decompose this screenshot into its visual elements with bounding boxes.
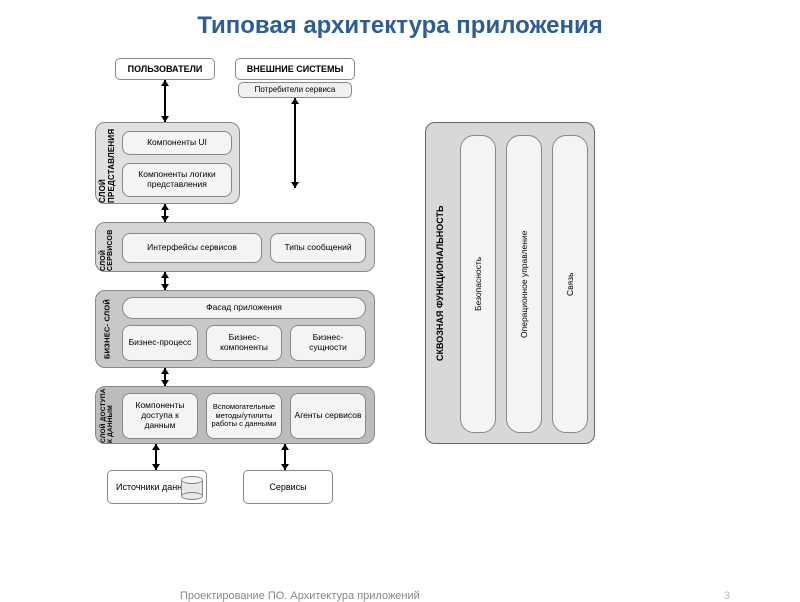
arrow-head (281, 444, 289, 450)
facade-box: Фасад приложения (122, 297, 366, 319)
component-box: Компоненты логики представления (122, 163, 232, 197)
footer-text: Проектирование ПО. Архитектура приложени… (180, 590, 420, 602)
architecture-diagram: ПОЛЬЗОВАТЕЛИ ВНЕШНИЕ СИСТЕМЫ Потребители… (95, 58, 735, 558)
services-layer: СЛОЙ СЕРВИСОВ Интерфейсы сервисов Типы с… (95, 222, 375, 272)
component-box: Бизнес-процесс (122, 325, 198, 361)
component-box: Типы сообщений (270, 233, 366, 263)
component-box: Бизнес-сущности (290, 325, 366, 361)
services-box: Сервисы (243, 470, 333, 504)
cross-cutting-panel: СКВОЗНАЯ ФУНКЦИОНАЛЬНОСТЬ Безопасность О… (425, 122, 595, 444)
arrow (294, 98, 296, 188)
database-icon (181, 476, 203, 500)
arrow-head (161, 368, 169, 374)
cross-pill: Связь (552, 135, 588, 433)
arrow-head (291, 98, 299, 104)
external-systems-box: ВНЕШНИЕ СИСТЕМЫ (235, 58, 355, 80)
data-access-layer: СЛОЙ ДОСТУПА К ДАННЫМ Компоненты доступа… (95, 386, 375, 444)
component-box: Бизнес-компоненты (206, 325, 282, 361)
arrow-head (291, 182, 299, 188)
component-box: Компоненты доступа к данным (122, 393, 198, 439)
page-title: Типовая архитектура приложения (0, 0, 800, 40)
arrow-head (161, 272, 169, 278)
layer-label: СЛОЙ СЕРВИСОВ (99, 223, 115, 271)
layer-label: СЛОЙ ДОСТУПА К ДАННЫМ (99, 387, 115, 443)
users-box: ПОЛЬЗОВАТЕЛИ (115, 58, 215, 80)
cross-pill: Операционное управление (506, 135, 542, 433)
cross-pill: Безопасность (460, 135, 496, 433)
component-box: Интерфейсы сервисов (122, 233, 262, 263)
arrow-head (161, 204, 169, 210)
layer-label: СЛОЙ ПРЕДСТАВЛЕНИЯ (99, 123, 115, 203)
component-box: Вспомогательные методы/утилиты работы с … (206, 393, 282, 439)
consumers-box: Потребители сервиса (238, 82, 352, 98)
presentation-layer: СЛОЙ ПРЕДСТАВЛЕНИЯ Компоненты UI Компоне… (95, 122, 240, 204)
arrow-head (161, 80, 169, 86)
page-number: 3 (724, 590, 730, 602)
component-box: Компоненты UI (122, 131, 232, 155)
arrow-head (152, 444, 160, 450)
cross-cutting-label: СКВОЗНАЯ ФУНКЦИОНАЛЬНОСТЬ (430, 123, 450, 443)
component-box: Агенты сервисов (290, 393, 366, 439)
business-layer: БИЗНЕС- СЛОЙ Фасад приложения Бизнес-про… (95, 290, 375, 368)
layer-label: БИЗНЕС- СЛОЙ (99, 291, 115, 367)
